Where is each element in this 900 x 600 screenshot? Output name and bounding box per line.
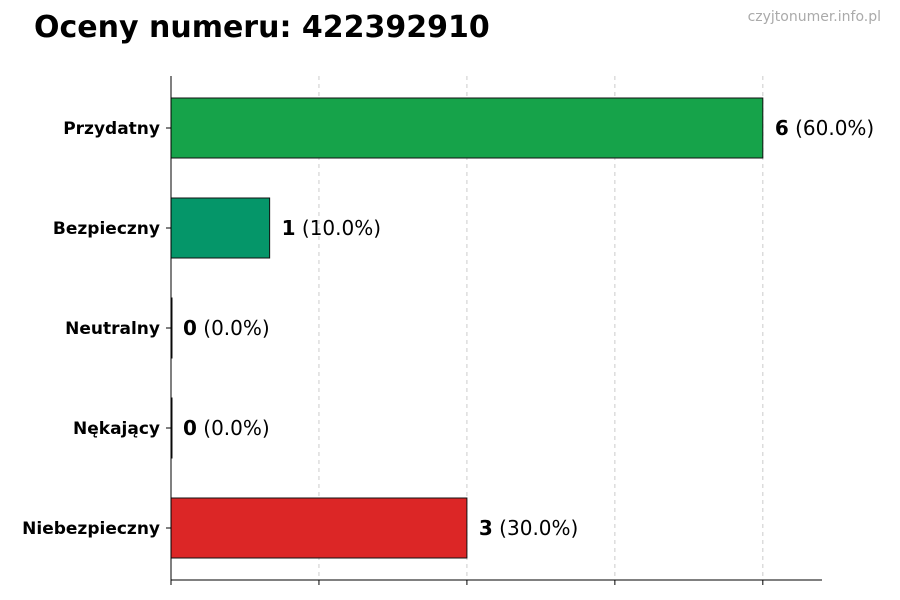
data-label-count: 1 [282, 216, 296, 240]
category-label: Przydatny [63, 119, 160, 139]
data-label: 0 (0.0%) [183, 416, 270, 440]
category-label: Neutralny [65, 319, 160, 339]
chart-title: Oceny numeru: 422392910 [34, 10, 490, 45]
data-label-count: 3 [479, 516, 493, 540]
data-label-count: 6 [775, 116, 789, 140]
data-label-percent: (60.0%) [789, 116, 875, 140]
data-label-percent: (0.0%) [197, 316, 270, 340]
category-label: Bezpieczny [53, 219, 160, 239]
bar [170, 97, 764, 159]
data-label: 1 (10.0%) [282, 216, 381, 240]
data-label: 3 (30.0%) [479, 516, 578, 540]
data-label-count: 0 [183, 416, 197, 440]
category-label: Niebezpieczny [22, 519, 160, 539]
category-label: Nękający [73, 419, 160, 439]
data-label-percent: (10.0%) [296, 216, 382, 240]
watermark: czyjtonumer.info.pl [747, 9, 881, 25]
axes [166, 76, 822, 585]
bar [170, 197, 271, 259]
data-label-count: 0 [183, 316, 197, 340]
data-label-percent: (30.0%) [493, 516, 578, 540]
bars [170, 97, 764, 559]
data-label-percent: (0.0%) [197, 416, 270, 440]
data-label: 6 (60.0%) [775, 116, 874, 140]
grid-lines [318, 76, 764, 580]
data-label: 0 (0.0%) [183, 316, 270, 340]
bar [170, 497, 468, 559]
labels: Przydatny 6 (60.0%) Bezpieczny 1 (10.0%) Neu… [22, 116, 874, 540]
